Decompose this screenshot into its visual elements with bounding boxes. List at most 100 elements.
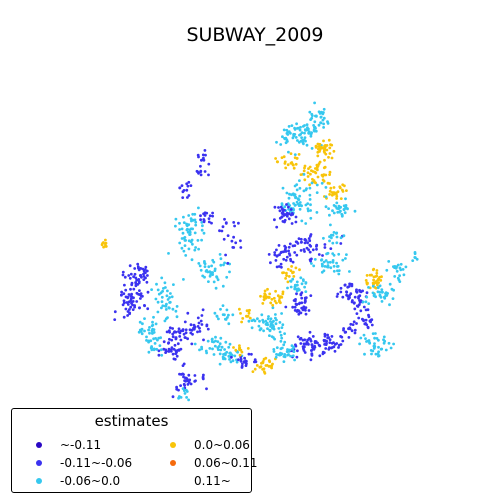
map-point: [170, 338, 174, 342]
map-point: [297, 140, 301, 144]
map-point: [375, 337, 379, 340]
map-point: [167, 306, 171, 309]
map-point: [178, 241, 182, 245]
map-point: [313, 120, 317, 124]
map-point: [184, 239, 188, 242]
map-point: [336, 269, 339, 273]
map-point: [223, 313, 226, 317]
map-point: [288, 242, 292, 246]
map-point: [362, 305, 366, 309]
map-point: [262, 357, 266, 361]
map-point: [330, 346, 334, 349]
map-point: [191, 242, 194, 246]
map-point: [272, 350, 276, 353]
map-point: [286, 163, 290, 167]
map-point: [182, 382, 186, 386]
map-point: [378, 293, 382, 297]
map-point: [212, 280, 216, 284]
map-point: [250, 326, 254, 330]
map-point: [132, 275, 136, 279]
map-point: [389, 346, 393, 350]
map-point: [166, 298, 170, 301]
map-point: [277, 353, 280, 357]
map-point: [343, 211, 347, 215]
map-point: [309, 338, 312, 341]
map-point: [143, 317, 146, 320]
map-point: [265, 321, 269, 325]
map-point: [309, 294, 313, 297]
map-point: [160, 348, 163, 352]
map-point: [305, 143, 309, 147]
map-point: [293, 251, 297, 254]
map-point: [345, 207, 349, 210]
map-point: [130, 301, 133, 305]
map-point: [187, 247, 191, 251]
map-point: [269, 322, 273, 326]
map-point: [186, 196, 189, 199]
map-point: [413, 251, 417, 254]
legend: estimates ~-0.11 -0.11~-0.06 -0.06~0.0 0…: [11, 408, 258, 493]
legend-marker-4: [170, 442, 176, 448]
map-point: [252, 318, 256, 322]
map-point: [329, 266, 333, 270]
map-point: [197, 155, 200, 159]
map-point: [377, 350, 380, 354]
map-point: [233, 224, 237, 228]
map-point: [308, 239, 312, 243]
map-point: [318, 344, 322, 348]
map-point: [295, 253, 299, 257]
map-point: [326, 251, 330, 255]
map-point: [293, 184, 297, 188]
map-point: [340, 213, 344, 217]
map-point: [341, 339, 345, 343]
map-point: [130, 281, 134, 285]
map-point: [205, 387, 208, 391]
map-point: [323, 158, 326, 162]
map-point: [208, 347, 212, 350]
map-point: [154, 297, 158, 301]
map-point: [167, 252, 170, 255]
map-point: [269, 325, 272, 328]
map-point: [331, 209, 334, 213]
map-point: [142, 278, 146, 281]
map-point: [352, 301, 356, 305]
map-point: [365, 323, 369, 327]
map-point: [319, 115, 323, 119]
map-point: [299, 237, 303, 241]
map-point: [121, 303, 125, 307]
map-point: [295, 280, 299, 284]
map-point: [206, 339, 210, 343]
map-point: [357, 296, 360, 300]
map-point: [285, 128, 289, 132]
map-point: [187, 194, 191, 197]
map-point: [200, 323, 204, 326]
map-point: [189, 382, 193, 386]
map-point: [299, 173, 303, 177]
map-point: [291, 163, 295, 167]
map-point: [300, 219, 304, 223]
map-point: [185, 224, 189, 228]
map-point: [171, 335, 175, 339]
map-point: [349, 322, 353, 326]
map-point: [231, 313, 235, 317]
map-point: [264, 319, 268, 323]
map-point: [287, 207, 290, 211]
map-point: [227, 313, 230, 317]
map-point: [335, 261, 338, 265]
map-point: [294, 136, 298, 139]
map-point: [320, 173, 324, 177]
map-point: [364, 300, 368, 304]
map-point: [290, 212, 294, 215]
map-point: [371, 284, 375, 288]
map-point: [152, 315, 155, 319]
map-point: [327, 155, 330, 159]
map-point: [299, 241, 303, 244]
map-point: [309, 244, 313, 248]
map-point: [279, 262, 283, 266]
map-point: [311, 170, 315, 173]
map-point: [168, 337, 171, 341]
map-point: [278, 321, 282, 324]
map-point: [196, 330, 199, 334]
map-point: [182, 249, 186, 253]
map-point: [323, 246, 327, 249]
